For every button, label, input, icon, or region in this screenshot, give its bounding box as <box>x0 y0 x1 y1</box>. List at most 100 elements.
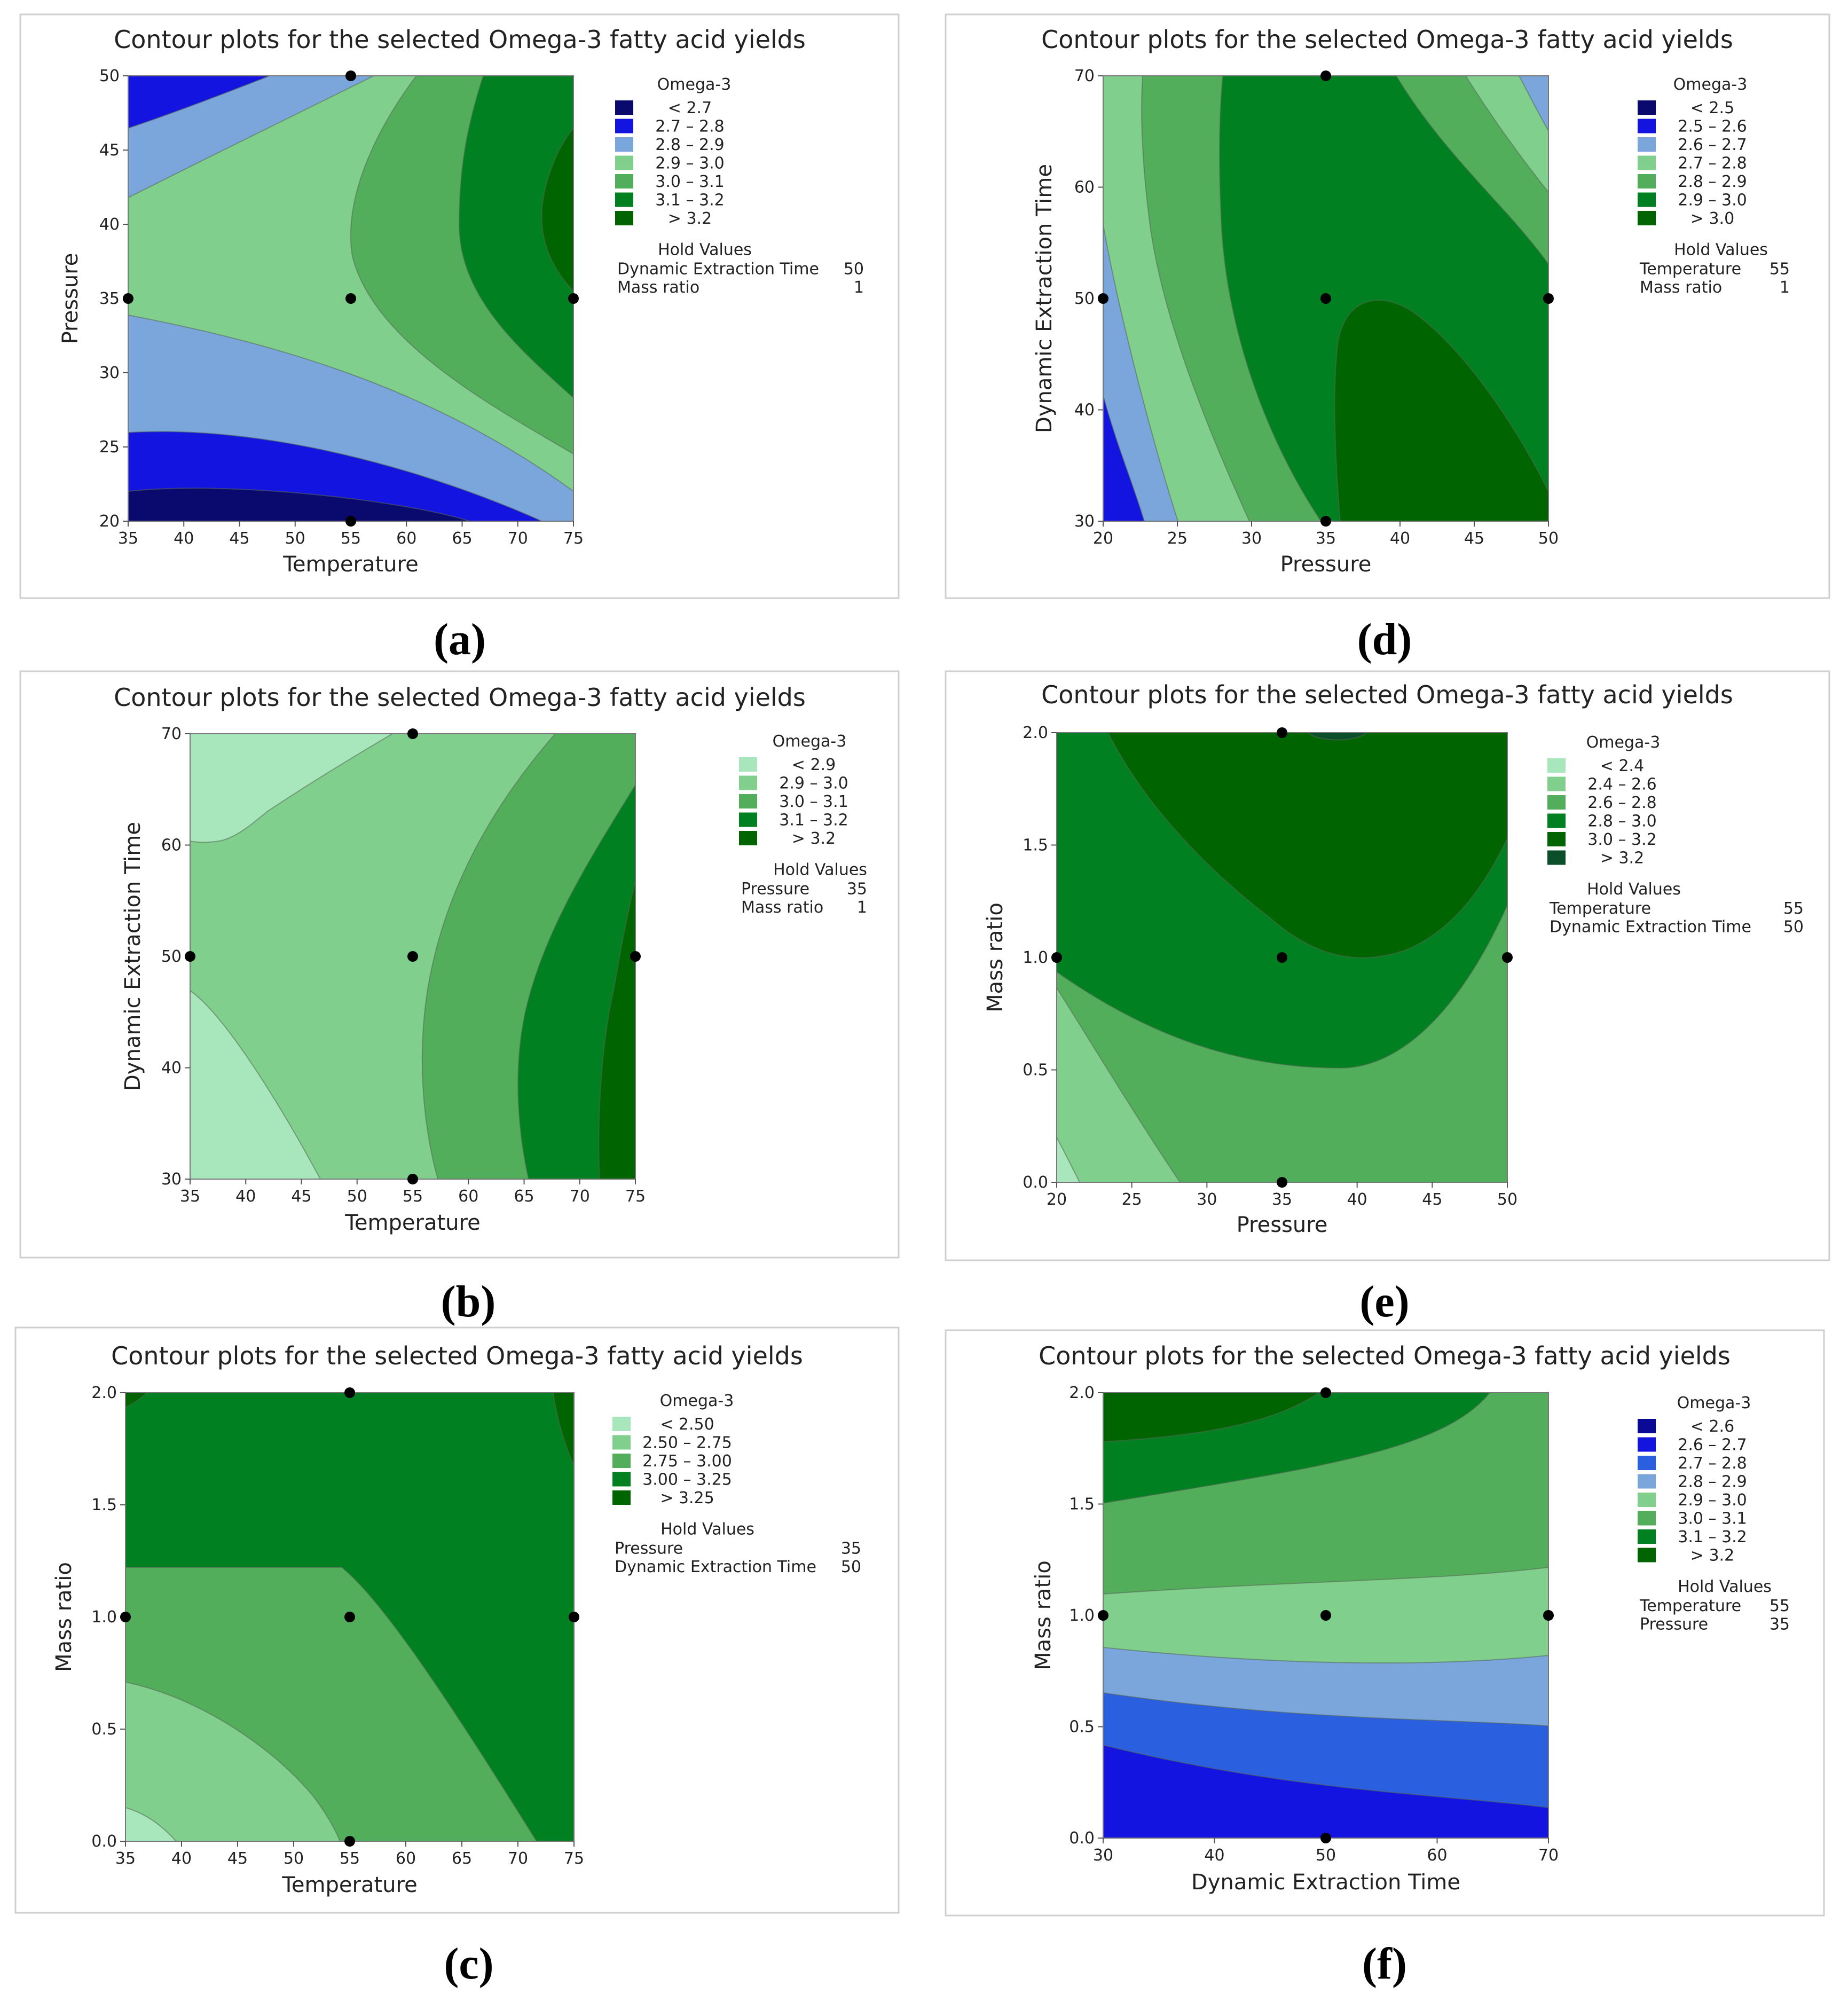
contour-regions <box>128 76 573 521</box>
x-tick-label: 60 <box>396 1849 416 1868</box>
y-tick-label: 0.0 <box>1069 1829 1095 1848</box>
legend-swatch <box>1547 813 1566 828</box>
contour-band-a-blue-top2 <box>128 76 270 129</box>
design-point <box>1543 293 1554 304</box>
x-tick-label: 40 <box>171 1849 192 1868</box>
legend-level-label: 2.4 – 2.6 <box>1587 775 1657 794</box>
y-axis-label: Mass ratio <box>1031 1560 1056 1670</box>
legend-swatch <box>1547 776 1566 791</box>
axis-ticks: 20 25 30 35 40 45 50 30 40 50 60 70 <box>1074 67 1559 548</box>
x-tick-label: 50 <box>1316 1846 1336 1865</box>
legend-level-label: > 3.2 <box>1690 1546 1734 1565</box>
axis-ticks: 35 40 45 50 55 60 65 70 75 0.0 0.5 1.0 1.5 2.0 <box>91 1384 584 1868</box>
design-point <box>1320 1387 1331 1398</box>
y-tick-label: 50 <box>161 947 182 966</box>
x-axis-label: Temperature <box>281 1873 417 1897</box>
hold-name: Pressure <box>615 1540 683 1558</box>
design-point <box>1098 1610 1108 1621</box>
contour-band-a-darkest <box>541 127 573 292</box>
y-tick-label: 0.0 <box>1023 1173 1048 1192</box>
legend-swatch <box>739 831 757 845</box>
contour-band-b-darkest <box>598 881 635 1179</box>
legend-level-label: < 2.6 <box>1690 1417 1734 1436</box>
chart-title: Contour plots for the selected Omega-3 f… <box>111 1341 803 1370</box>
contour-band-e-darkest <box>1107 733 1507 959</box>
x-tick-label: 45 <box>1464 529 1484 548</box>
x-tick-label: 40 <box>174 529 194 548</box>
legend-level-label: 2.6 – 2.8 <box>1587 794 1657 812</box>
x-tick-label: 50 <box>284 1849 304 1868</box>
legend-level-label: < 2.7 <box>668 99 712 117</box>
y-tick-label: 2.0 <box>91 1384 117 1402</box>
design-point <box>1277 1177 1287 1188</box>
hold-values-title: Hold Values <box>1587 880 1681 899</box>
design-point <box>185 951 195 962</box>
legend-swatch <box>1638 1493 1656 1507</box>
axis-ticks: 35 40 45 50 55 60 65 70 75 20 25 30 35 40 45 50 <box>99 67 584 548</box>
design-points <box>123 70 579 527</box>
x-axis-label: Pressure <box>1280 552 1372 577</box>
legend-level-label: 2.9 – 3.0 <box>655 154 725 173</box>
y-tick-label: 1.0 <box>91 1608 117 1627</box>
y-tick-label: 25 <box>99 438 120 457</box>
legend-level-label: 2.6 – 2.7 <box>1678 1436 1747 1455</box>
legend-swatch <box>1638 155 1656 170</box>
axis-ticks: 30 40 50 60 70 0.0 0.5 1.0 1.5 2.0 <box>1069 1384 1559 1865</box>
hold-value: 55 <box>1783 899 1804 918</box>
hold-value: 1 <box>1780 278 1790 297</box>
legend-swatch <box>615 137 633 152</box>
x-tick-label: 20 <box>1047 1190 1067 1209</box>
x-tick-label: 65 <box>452 529 472 548</box>
design-point <box>344 1612 355 1622</box>
y-tick-label: 1.5 <box>1023 836 1048 855</box>
legend-level-label: > 3.2 <box>1600 849 1644 868</box>
contour-band-d-blue-left2 <box>1103 395 1145 521</box>
y-tick-label: 50 <box>99 67 120 85</box>
legend-swatch <box>1638 1511 1656 1526</box>
y-tick-label: 60 <box>161 836 182 855</box>
legend-title: Omega-3 <box>1673 75 1748 94</box>
hold-values-title: Hold Values <box>658 241 752 260</box>
legend-level-label: 2.8 – 2.9 <box>655 136 725 154</box>
y-tick-label: 0.5 <box>91 1720 117 1739</box>
y-tick-label: 1.0 <box>1023 948 1048 967</box>
contour-band-e-light <box>1057 987 1181 1182</box>
x-tick-label: 50 <box>285 529 305 548</box>
y-axis-label: Dynamic Extraction Time <box>121 822 145 1091</box>
legend-level-label: > 3.2 <box>792 829 836 848</box>
contour-regions <box>1103 1393 1548 1838</box>
x-tick-label: 75 <box>563 529 584 548</box>
legend-title: Omega-3 <box>1586 733 1661 752</box>
x-tick-label: 25 <box>1167 529 1188 548</box>
design-point <box>407 1174 418 1184</box>
hold-name: Dynamic Extraction Time <box>1550 918 1751 937</box>
legend-level-label: 2.6 – 2.7 <box>1678 136 1747 154</box>
x-tick-label: 40 <box>1204 1846 1224 1865</box>
panel-caption: (c) <box>444 1939 493 1989</box>
x-tick-label: 20 <box>1093 529 1113 548</box>
y-axis-label: Dynamic Extraction Time <box>1032 164 1057 433</box>
design-point <box>569 1612 579 1622</box>
hold-values-title: Hold Values <box>1674 241 1768 260</box>
x-tick-label: 70 <box>508 529 528 548</box>
legend-swatch <box>1638 192 1656 207</box>
legend-level-label: 2.9 – 3.0 <box>1678 1491 1747 1510</box>
x-tick-label: 40 <box>1390 529 1410 548</box>
hold-value: 1 <box>857 898 867 917</box>
contour-band-f-l6 <box>1103 1393 1320 1443</box>
x-tick-label: 60 <box>396 529 416 548</box>
chart-title: Contour plots for the selected Omega-3 f… <box>114 25 806 54</box>
legend-swatch <box>1547 758 1566 773</box>
x-tick-label: 70 <box>1538 1846 1559 1865</box>
y-tick-label: 35 <box>99 289 120 308</box>
x-tick-label: 50 <box>347 1187 367 1206</box>
legend-swatch <box>1638 1529 1656 1544</box>
panel-f: Contour plots for the selected Omega-3 f… <box>945 1329 1825 1989</box>
panel-caption: (b) <box>441 1277 496 1326</box>
y-tick-label: 30 <box>161 1170 182 1189</box>
y-tick-label: 40 <box>161 1059 182 1078</box>
design-point <box>407 728 418 739</box>
hold-name: Mass ratio <box>741 898 823 917</box>
legend-swatch <box>615 155 633 170</box>
hold-values-title: Hold Values <box>660 1520 754 1539</box>
